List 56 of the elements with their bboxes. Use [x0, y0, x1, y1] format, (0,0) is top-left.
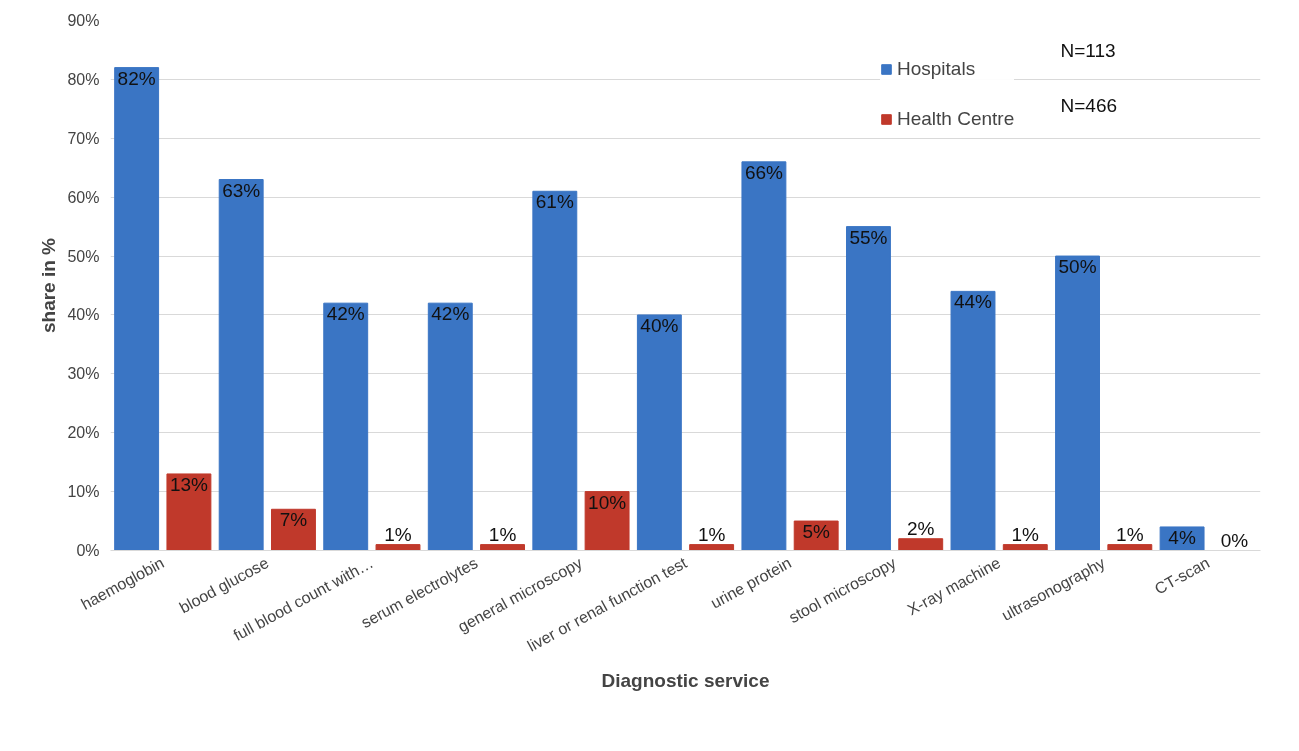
bar — [846, 226, 891, 551]
y-tick-label: 80% — [67, 70, 100, 88]
legend-label: Hospitals — [897, 58, 976, 80]
bar — [323, 302, 369, 551]
data-label: 66% — [744, 161, 784, 183]
data-label: 7% — [279, 509, 308, 531]
bar — [584, 491, 630, 551]
data-label: 1% — [384, 523, 412, 545]
bar — [480, 544, 525, 551]
data-label: 63% — [222, 179, 261, 201]
y-tick-label: 30% — [67, 365, 100, 383]
bar — [689, 544, 735, 551]
y-tick-label: 10% — [67, 483, 100, 501]
bar — [114, 67, 160, 551]
data-label: 10% — [588, 491, 627, 513]
y-tick-label: 50% — [67, 247, 100, 265]
data-label: 42% — [431, 303, 470, 325]
data-label: 82% — [117, 67, 156, 89]
data-label: 5% — [802, 521, 831, 543]
y-tick-label: 90% — [67, 12, 100, 29]
bar — [1002, 544, 1048, 551]
legend-label: Health Centre — [897, 108, 1015, 130]
x-axis-title: Diagnostic service — [601, 670, 770, 692]
data-label: 0% — [1220, 529, 1249, 551]
bar — [218, 179, 264, 551]
data-label: 50% — [1058, 256, 1097, 278]
bar — [636, 314, 682, 551]
y-tick-label: 60% — [67, 188, 100, 206]
bar — [375, 544, 421, 551]
data-label: 4% — [1168, 526, 1196, 548]
data-label: 61% — [535, 191, 574, 213]
y-tick-label: 20% — [67, 424, 100, 442]
data-label: 40% — [640, 314, 679, 336]
bar — [532, 190, 578, 551]
y-tick-label: 40% — [67, 306, 100, 324]
data-label: 1% — [488, 523, 517, 545]
bar — [741, 161, 787, 551]
data-label: 1% — [1011, 523, 1040, 545]
data-label: 13% — [169, 473, 209, 495]
y-tick-label: 0% — [76, 542, 100, 559]
y-tick-label: 70% — [67, 129, 100, 147]
data-label: 55% — [849, 226, 888, 248]
bar — [166, 473, 212, 551]
data-label: 44% — [953, 291, 993, 313]
annotation: N=466 — [1060, 94, 1118, 116]
bar — [950, 290, 996, 551]
y-axis-title: share in % — [38, 237, 60, 334]
data-label: 1% — [697, 523, 726, 545]
annotation: N=113 — [1060, 39, 1116, 61]
bar — [427, 302, 473, 551]
data-label: 2% — [907, 517, 935, 539]
bar — [1107, 544, 1153, 551]
data-label: 1% — [1116, 523, 1144, 545]
bar — [1055, 255, 1100, 551]
bar — [898, 538, 944, 551]
data-label: 42% — [326, 303, 365, 325]
